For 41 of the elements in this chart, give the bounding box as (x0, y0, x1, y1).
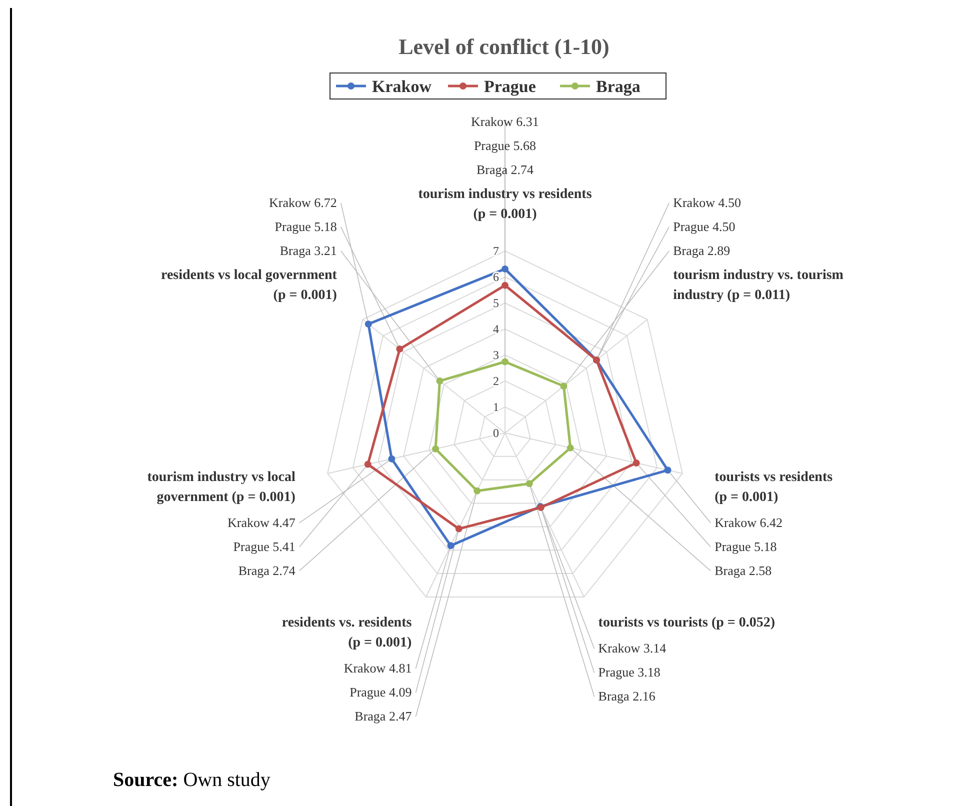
legend-label: Prague (484, 77, 536, 96)
data-label: Krakow 4.47 (228, 514, 296, 530)
y-tick-label: 5 (493, 296, 499, 310)
data-label: Braga 2.74 (238, 562, 296, 578)
y-tick-label: 2 (493, 374, 499, 388)
data-label: Prague 4.50 (673, 218, 736, 234)
legend-label: Krakow (372, 77, 432, 96)
data-label: Prague 4.09 (350, 684, 412, 700)
data-label: Krakow 6.72 (269, 194, 337, 210)
y-tick-label: 1 (493, 400, 499, 414)
spoke-label: tourism industry vs. tourism industry (p = 0.011) (673, 268, 844, 303)
source-note: Source: Own study (113, 769, 270, 791)
spoke-label: residents vs. residents (p = 0.001) (282, 616, 412, 651)
y-tick-label: 7 (493, 244, 499, 258)
y-tick-label: 0 (493, 426, 499, 440)
data-label: Braga 2.47 (354, 708, 412, 724)
data-label: Braga 3.21 (280, 242, 337, 258)
spoke-label: tourism industry vs local government (p = 0.001) (147, 470, 296, 505)
data-label: Braga 2.58 (714, 562, 772, 578)
legend-label: Braga (596, 77, 641, 96)
data-label: Prague 5.68 (474, 138, 536, 153)
data-label: Prague 5.18 (274, 218, 337, 234)
data-label: Krakow 4.81 (344, 660, 412, 676)
y-tick-label: 4 (493, 322, 499, 336)
y-tick-label: 6 (493, 270, 499, 284)
chart-title: Level of conflict (1-10) (398, 34, 610, 59)
spoke-label: tourists vs residents (p = 0.001) (714, 470, 834, 505)
spoke-label: residents vs local government (p = 0.001) (161, 268, 338, 303)
data-label: Krakow 4.50 (673, 194, 741, 210)
data-label: Braga 2.89 (673, 242, 730, 258)
data-label: Prague 5.18 (714, 538, 777, 554)
data-label: Prague 5.41 (233, 538, 296, 554)
spoke-label: tourists vs tourists (p = 0.052) (598, 616, 776, 631)
data-label: Braga 2.16 (598, 688, 656, 704)
data-label: Krakow 6.31 (471, 114, 539, 129)
data-label: Krakow 6.42 (714, 514, 782, 530)
data-label: Krakow 3.14 (598, 640, 667, 656)
data-label: Braga 2.74 (476, 162, 534, 177)
data-label: Prague 3.18 (598, 664, 660, 680)
y-tick-label: 3 (493, 348, 499, 362)
spoke-label: tourism industry vs residents (p = 0.001) (418, 187, 592, 222)
